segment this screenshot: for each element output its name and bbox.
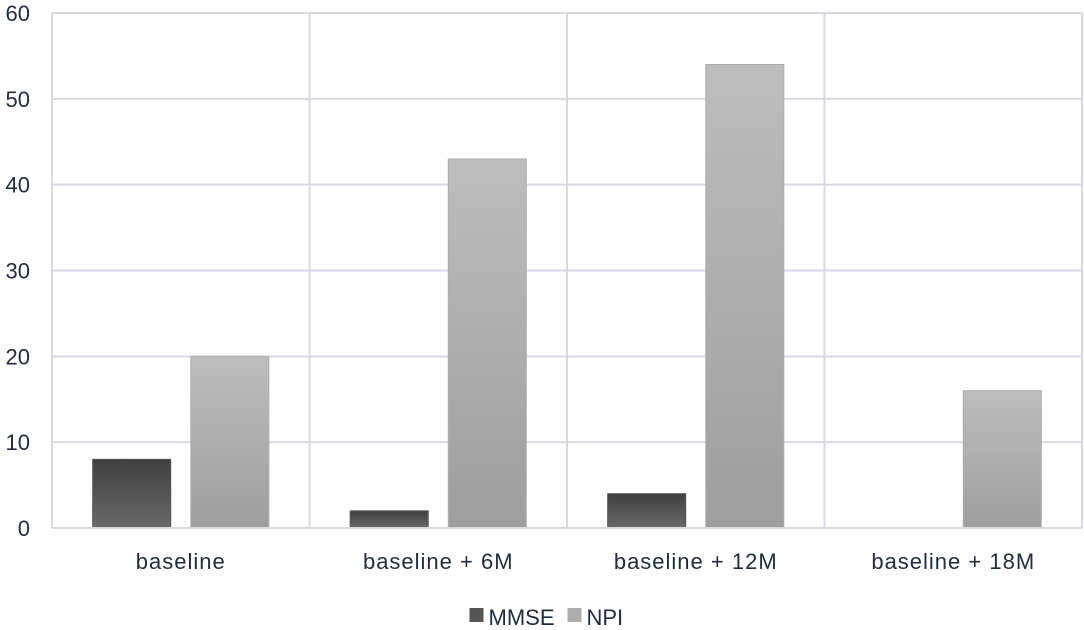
bar-mmse-0 <box>92 458 172 529</box>
x-tick-label: baseline + 18M <box>871 549 1035 574</box>
y-tick-label: 60 <box>6 1 30 26</box>
x-tick-label: baseline + 12M <box>614 549 778 574</box>
y-axis: 0 10 20 30 40 50 60 <box>6 1 30 541</box>
bars <box>92 64 1042 529</box>
legend-label-npi: NPI <box>587 605 624 630</box>
bar-mmse-1 <box>349 510 429 529</box>
x-tick-label: baseline <box>136 549 226 574</box>
y-tick-label: 0 <box>18 516 30 541</box>
bar-npi-2 <box>705 64 785 529</box>
bar-mmse-2 <box>607 493 687 529</box>
y-tick-label: 50 <box>6 87 30 112</box>
legend: MMSE NPI <box>469 605 624 630</box>
legend-swatch-mmse <box>469 608 484 622</box>
legend-swatch-npi <box>567 608 582 622</box>
bar-npi-3 <box>962 390 1042 529</box>
bar-npi-0 <box>190 355 270 529</box>
y-tick-label: 40 <box>6 173 30 198</box>
y-tick-label: 10 <box>6 430 30 455</box>
bar-npi-1 <box>447 158 527 529</box>
x-tick-label: baseline + 6M <box>363 549 514 574</box>
y-tick-label: 30 <box>6 259 30 284</box>
legend-label-mmse: MMSE <box>489 605 555 630</box>
x-axis: baseline baseline + 6M baseline + 12M basel… <box>52 527 1082 574</box>
y-tick-label: 20 <box>6 344 30 369</box>
